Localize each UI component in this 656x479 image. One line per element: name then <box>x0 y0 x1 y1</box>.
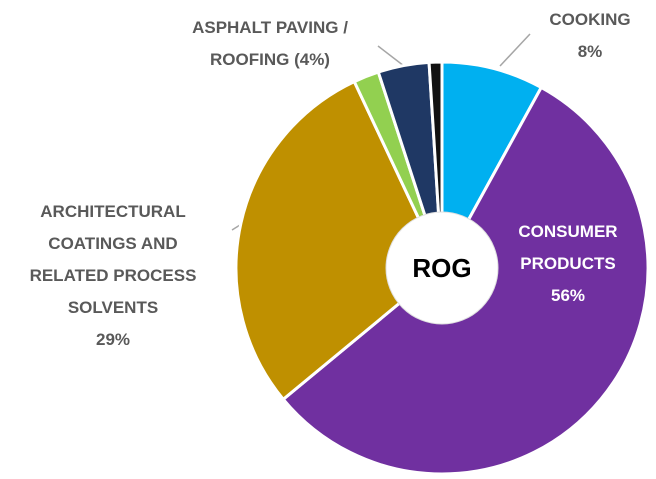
value-label: 56% <box>498 280 638 312</box>
category-label: CONSUMER PRODUCTS <box>498 216 638 280</box>
slice-label: ARCHITECTURAL COATINGS AND RELATED PROCE… <box>18 196 208 356</box>
slice-label: ASPHALT PAVING / ROOFING (4%) <box>170 12 370 76</box>
value-label: 29% <box>18 324 208 356</box>
center-label: ROG <box>412 253 471 283</box>
leader-line <box>378 46 404 66</box>
chart: ROG COOKING8% CONSUMER PRODUCTS56% ARCHITE… <box>0 0 656 479</box>
value-label: (4%) <box>294 50 330 69</box>
value-label: 8% <box>530 36 650 68</box>
leader-line <box>500 34 530 66</box>
category-label: COOKING <box>530 4 650 36</box>
category-label: ARCHITECTURAL COATINGS AND RELATED PROCE… <box>18 196 208 324</box>
